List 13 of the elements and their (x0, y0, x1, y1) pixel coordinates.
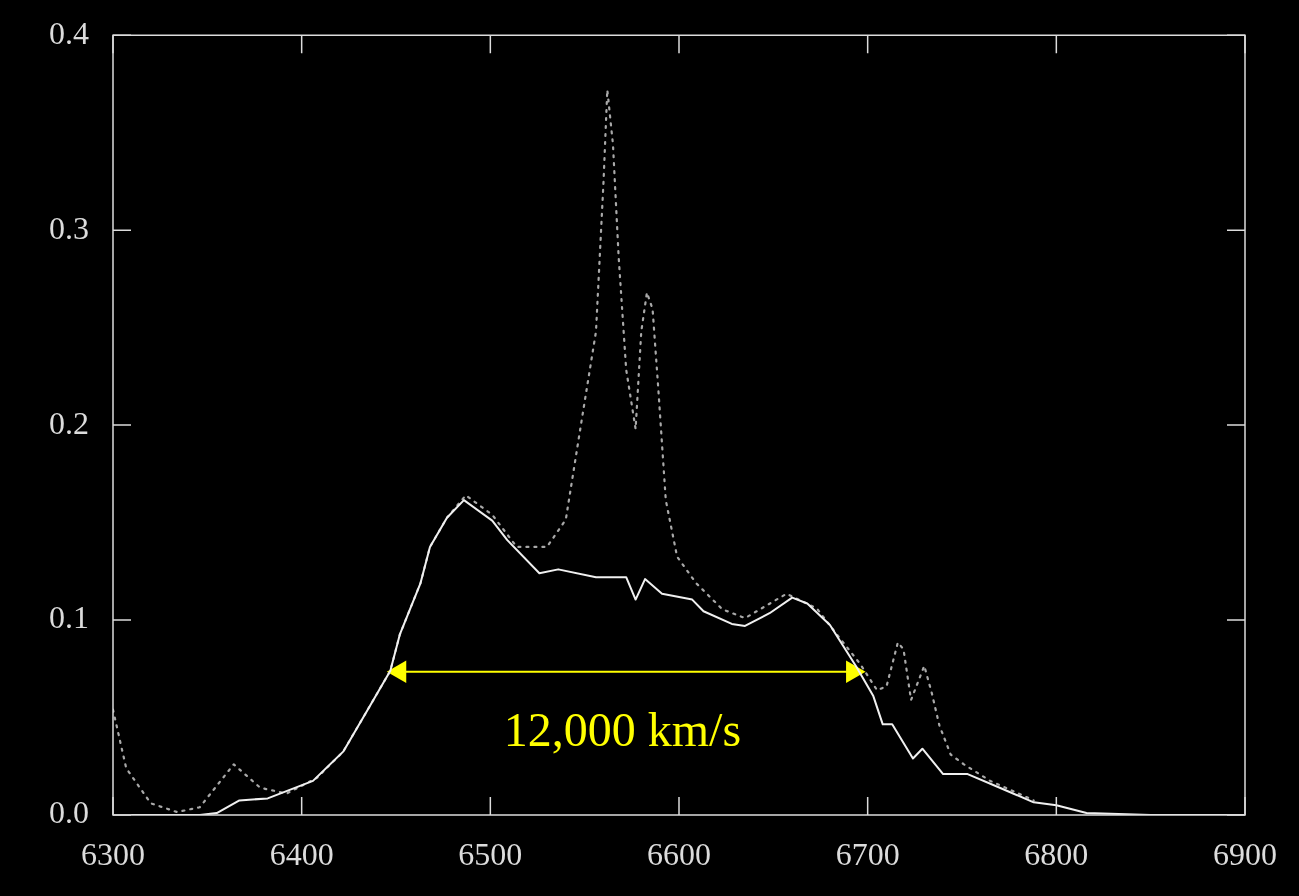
x-tick-label: 6900 (1213, 835, 1277, 872)
y-tick-label: 0.0 (49, 794, 89, 831)
annotation: 12,000 km/s (503, 702, 742, 756)
x-tick-label: 6700 (835, 835, 900, 872)
x-tick-label: 6300 (81, 835, 145, 872)
x-tick-label: 6500 (458, 835, 523, 872)
y-tick-label: 0.2 (49, 404, 89, 441)
y-tick-label: 0.1 (49, 599, 89, 636)
x-tick-label: 6600 (647, 835, 711, 872)
x-tick-label: 6400 (269, 835, 334, 872)
x-tick-label: 6800 (1024, 835, 1089, 872)
y-tick-label: 0.3 (49, 209, 89, 246)
y-tick-label: 0.4 (49, 14, 89, 51)
